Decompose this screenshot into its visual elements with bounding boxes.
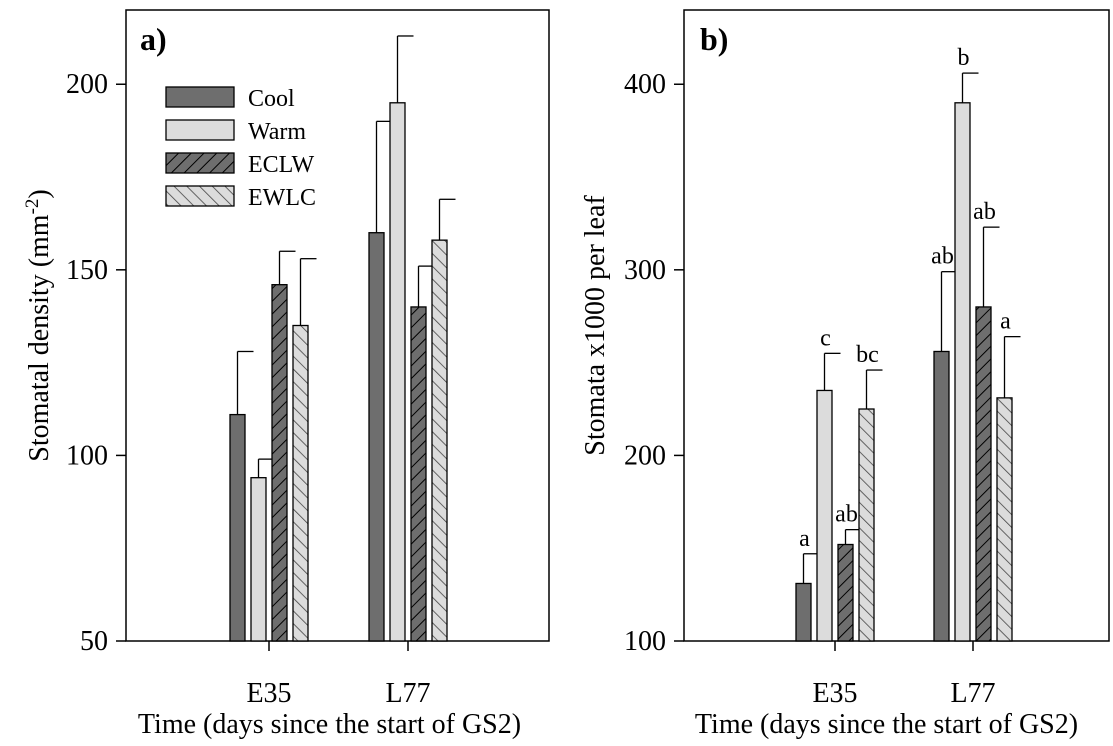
x-axis-title: Time (days since the start of GS2) — [138, 709, 521, 740]
x-axis-title: Time (days since the start of GS2) — [695, 709, 1078, 740]
y-axis-title: Stomatal density (mm-2) — [22, 189, 55, 461]
x-tick-label: E35 — [246, 678, 291, 709]
significance-letter: a — [799, 526, 810, 552]
bar-ewlc — [858, 408, 875, 642]
bar-warm — [816, 389, 833, 642]
legend: Cool Warm ECLW EWLC — [165, 86, 316, 211]
bar-ewlc — [431, 239, 448, 642]
bar-ewlc — [292, 324, 309, 642]
significance-letter: bc — [856, 342, 879, 368]
legend-swatch-cool — [165, 86, 235, 108]
y-tick-label: 400 — [624, 69, 666, 100]
y-axis-title: Stomata x1000 per leaf — [580, 195, 611, 456]
bar-eclw — [271, 284, 288, 642]
y-tick-label: 100 — [624, 626, 666, 657]
plot-frame — [125, 9, 550, 642]
legend-swatch-ewlc — [165, 185, 235, 207]
y-tick-label: 100 — [66, 440, 108, 471]
y-tick-label: 200 — [66, 69, 108, 100]
significance-letter: a — [1000, 309, 1011, 335]
significance-letter: ab — [835, 502, 858, 528]
bar-cool — [229, 413, 246, 642]
legend-label-warm: Warm — [248, 119, 306, 145]
bar-eclw — [975, 306, 992, 642]
panel-label: a) — [140, 21, 167, 57]
legend-label-eclw: ECLW — [248, 152, 315, 178]
y-tick-label: 50 — [80, 626, 108, 657]
x-tick-label: E35 — [812, 678, 857, 709]
bar-ewlc — [996, 397, 1013, 642]
bar-warm — [954, 102, 971, 642]
significance-letter: c — [820, 325, 831, 351]
y-tick-label: 300 — [624, 255, 666, 286]
bar-warm — [389, 102, 406, 642]
panel-label: b) — [700, 21, 728, 57]
legend-label-ewlc: EWLC — [248, 185, 316, 211]
bar-eclw — [837, 543, 854, 642]
bar-warm — [250, 477, 267, 642]
significance-letter: ab — [973, 199, 996, 225]
x-tick-label: L77 — [950, 678, 995, 709]
y-tick-label: 200 — [624, 440, 666, 471]
significance-letter: ab — [931, 244, 954, 270]
legend-swatch-eclw — [165, 152, 235, 174]
plot-frame — [683, 9, 1110, 642]
significance-letter: b — [958, 45, 970, 71]
bar-cool — [368, 232, 385, 642]
bar-cool — [795, 582, 812, 642]
legend-label-cool: Cool — [248, 86, 295, 112]
x-tick-label: L77 — [385, 678, 430, 709]
y-tick-label: 150 — [66, 255, 108, 286]
bar-cool — [933, 350, 950, 642]
legend-swatch-warm — [165, 119, 235, 141]
bar-eclw — [410, 306, 427, 642]
